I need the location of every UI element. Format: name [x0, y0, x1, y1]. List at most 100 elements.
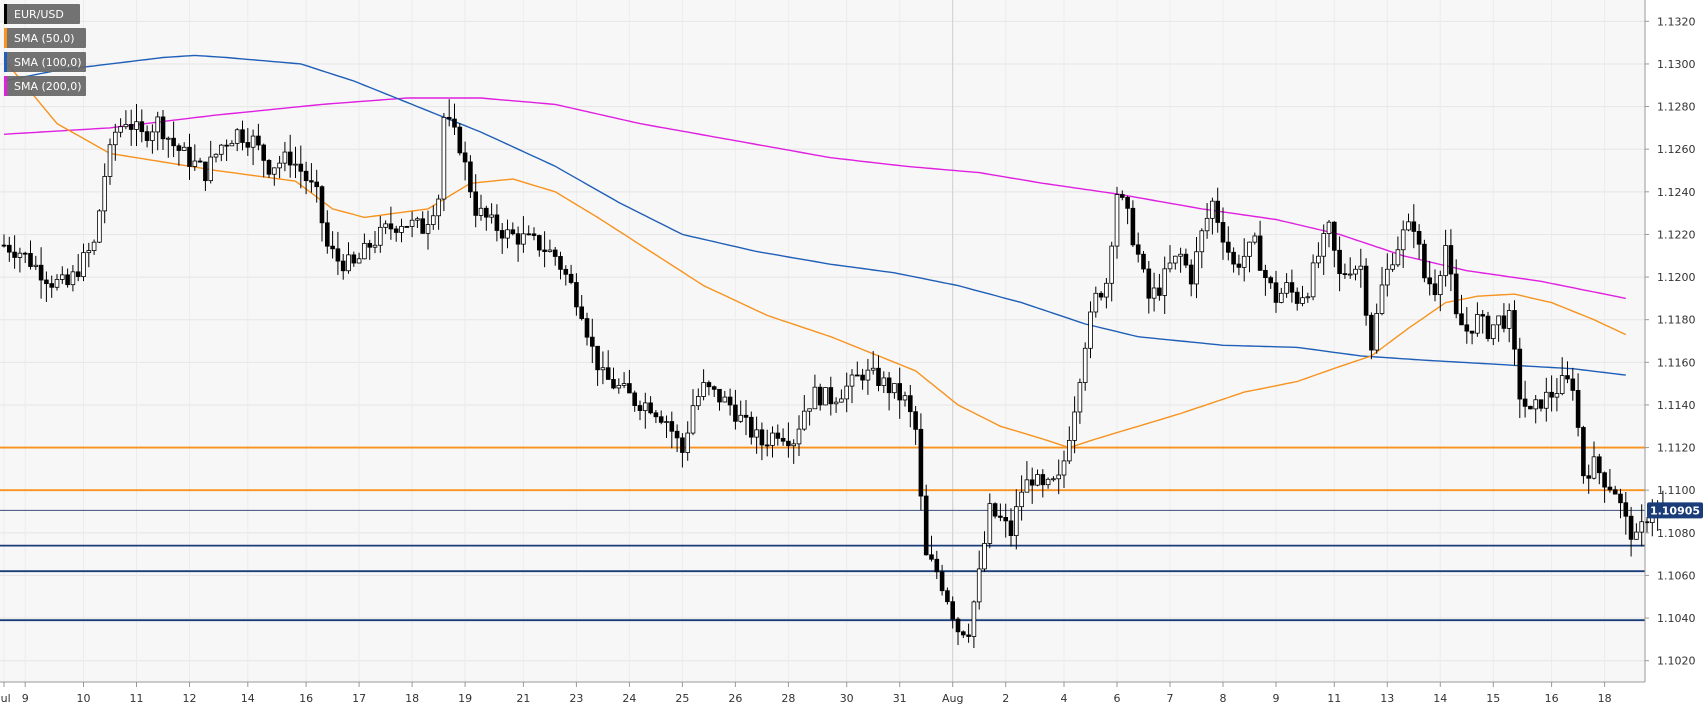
candle-bearish — [711, 386, 717, 390]
y-tick-label: 1.1320 — [1657, 15, 1696, 28]
candle-bearish — [197, 160, 203, 163]
candle-bearish — [1003, 516, 1008, 522]
candle-bearish — [706, 382, 712, 388]
candle-bullish — [1051, 478, 1056, 481]
candle-bearish — [1231, 251, 1236, 265]
candle-bearish — [1469, 330, 1475, 334]
candle-bearish — [537, 235, 542, 251]
candle-bullish — [150, 131, 155, 141]
candle-bullish — [430, 215, 436, 225]
candle-bearish — [653, 412, 659, 418]
candle-bullish — [812, 386, 818, 410]
candle-bearish — [855, 374, 860, 377]
candle-bearish — [568, 273, 574, 283]
candle-bullish — [234, 129, 240, 144]
candle-bearish — [351, 254, 357, 264]
candle-bearish — [1183, 253, 1189, 266]
candle-bearish — [303, 170, 309, 182]
candle-bullish — [1199, 230, 1205, 253]
candle-bearish — [515, 233, 521, 245]
candle-bearish — [1485, 315, 1491, 339]
plot-background — [0, 0, 1645, 682]
candle-bearish — [171, 137, 176, 147]
candle-bullish — [356, 258, 362, 264]
candle-bearish — [1098, 292, 1104, 298]
candle-bullish — [1559, 375, 1565, 394]
legend-swatch — [4, 52, 7, 72]
candle-bearish — [1220, 222, 1226, 243]
sma-100-line — [3, 54, 1626, 376]
candle-bearish — [1644, 521, 1650, 524]
candle-bullish — [346, 254, 351, 272]
candle-bullish — [722, 396, 728, 403]
candle-bearish — [1411, 221, 1417, 232]
candle-bullish — [754, 429, 759, 438]
candle-bullish — [1114, 194, 1120, 247]
candle-bullish — [1093, 292, 1099, 313]
candle-bullish — [1178, 253, 1183, 257]
candle-bearish — [1342, 273, 1348, 276]
candle-bullish — [17, 252, 23, 258]
legend-item-label: EUR/USD — [14, 8, 64, 21]
candle-bearish — [1141, 253, 1146, 270]
candle-bearish — [22, 252, 28, 255]
candle-bearish — [1029, 479, 1035, 486]
candle-bearish — [595, 345, 600, 371]
candle-bearish — [1263, 269, 1268, 279]
candle-bullish — [91, 241, 97, 251]
candle-bullish — [86, 250, 92, 254]
candle-bearish — [65, 274, 70, 286]
candle-bearish — [203, 161, 208, 182]
candle-bearish — [340, 260, 346, 272]
candle-bullish — [293, 163, 298, 166]
candle-bearish — [75, 271, 81, 278]
candle-bullish — [60, 274, 65, 280]
candle-bearish — [908, 395, 913, 413]
current-price-label: 1.10905 — [1650, 504, 1700, 517]
candle-bearish — [1125, 197, 1130, 209]
candle-bearish — [1581, 427, 1586, 477]
x-tick-label: 7 — [1167, 692, 1174, 705]
candle-bearish — [780, 437, 786, 442]
candle-bearish — [1008, 520, 1014, 536]
candle-bullish — [1321, 233, 1327, 257]
candle-bearish — [627, 383, 632, 394]
candle-bullish — [1634, 531, 1639, 540]
candle-bullish — [250, 135, 256, 148]
candle-bearish — [1607, 486, 1613, 491]
candle-bullish — [1300, 297, 1305, 304]
candle-bullish — [1400, 229, 1406, 251]
sma-200-line — [3, 97, 1626, 300]
candle-bearish — [256, 135, 261, 146]
candle-bearish — [934, 558, 940, 573]
y-tick-label: 1.1160 — [1657, 356, 1696, 369]
candle-bullish — [1533, 399, 1539, 410]
candle-bearish — [298, 163, 304, 172]
candle-bearish — [860, 374, 865, 381]
candle-bullish — [1088, 311, 1093, 349]
candle-bullish — [1443, 245, 1448, 277]
candle-bullish — [1305, 296, 1311, 299]
candle-bullish — [600, 367, 606, 371]
candle-bearish — [1464, 324, 1470, 332]
candle-bullish — [505, 229, 510, 239]
candle-bearish — [499, 230, 505, 239]
candle-bearish — [510, 229, 516, 235]
candle-bullish — [1358, 265, 1364, 270]
candle-bearish — [552, 249, 558, 257]
candle-bullish — [409, 219, 415, 227]
candle-bearish — [1522, 398, 1528, 407]
candle-bullish — [218, 144, 224, 155]
candle-bearish — [558, 256, 563, 270]
candle-bullish — [1252, 235, 1258, 243]
candle-bearish — [1565, 375, 1570, 380]
candle-bullish — [1326, 221, 1332, 234]
candle-bullish — [1506, 310, 1512, 329]
candle-bearish — [240, 129, 245, 143]
candle-bullish — [1379, 284, 1385, 314]
candle-bearish — [913, 411, 918, 430]
candle-bearish — [49, 283, 54, 288]
